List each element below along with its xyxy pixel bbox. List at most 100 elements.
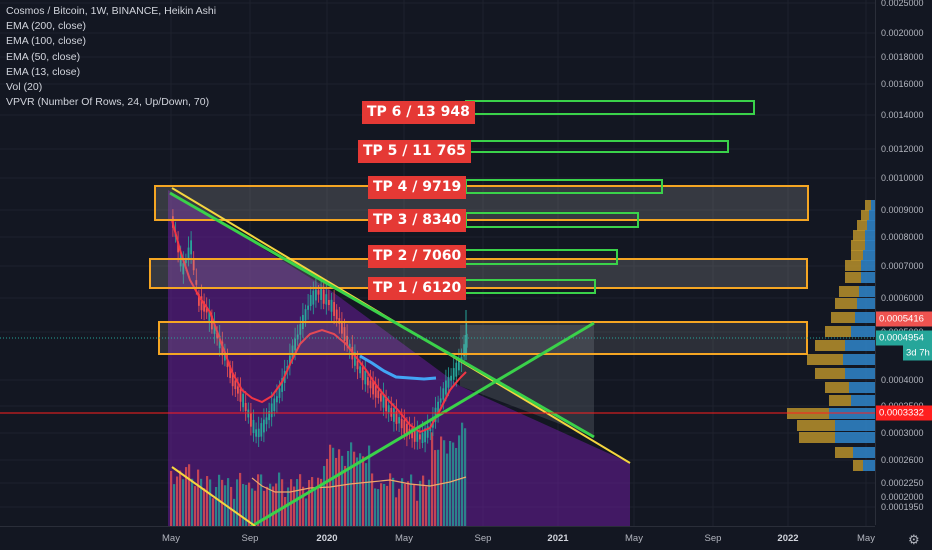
y-tick: 0.0012000 [881,144,924,154]
candle-body [289,355,291,366]
legend-ema50[interactable]: EMA (50, close) [6,50,81,63]
candle-body [242,393,244,408]
volume-bar [404,483,407,526]
volume-bar [374,488,377,526]
chart-legend: Cosmos / Bitcoin, 1W, BINANCE, Heikin As… [6,4,216,110]
candle-body [387,405,390,413]
volume-bar [452,442,455,526]
candle-body [250,413,252,427]
y-tick: 0.0006000 [881,293,924,303]
volume-bar [182,479,185,526]
y-tick: 0.0009000 [881,205,924,215]
candle-body [255,429,257,437]
legend-ema100[interactable]: EMA (100, close) [6,35,86,48]
tp5-label: TP 5 / 11 765 [358,140,471,163]
tp6-label: TP 6 / 13 948 [362,101,475,124]
volume-bar [344,465,347,526]
candle-body [315,289,317,301]
candle-body [226,360,229,368]
candle-body [364,370,367,385]
vpvr-row-down [825,326,851,337]
vpvr-row-down [825,382,849,393]
volume-bar [446,453,449,526]
volume-bar [338,449,341,526]
tp5-box [465,140,729,153]
legend-ema13[interactable]: EMA (13, close) [6,65,81,78]
zone-top [154,185,809,221]
vpvr-row-up [863,460,875,471]
candle-body [291,345,294,360]
gear-icon[interactable]: ⚙ [908,532,920,547]
volume-bar [197,469,200,526]
x-tick: May [625,533,643,544]
ema50-line [359,354,437,381]
vpvr-row-down [845,260,861,271]
candle-body [224,351,226,361]
volume-bar [428,479,431,526]
candle-body [325,294,328,305]
volume-bar [392,477,395,526]
tp3-label: TP 3 / 8340 [368,209,467,232]
vpvr-row-up [853,447,875,458]
candle-body [426,426,429,438]
volume-bar [206,476,209,526]
candle-body [458,360,460,371]
volume-bar [455,447,458,526]
candle-body [421,432,424,444]
candle-body [296,334,299,340]
candle-body [372,381,374,395]
volume-bar [440,436,443,526]
volume-bar [326,458,329,526]
time-axis[interactable]: May Sep 2020 May Sep 2021 May Sep 2022 M… [0,526,875,550]
candle-body [317,290,320,295]
vpvr-row-up [843,354,875,365]
price-axis[interactable]: 0.0025000 0.0020000 0.0018000 0.0016000 … [875,0,932,525]
volume-bar [416,500,419,526]
candle-body [299,324,302,335]
volume-bar [419,480,422,526]
volume-bar [395,497,398,526]
candle-body [177,241,179,253]
volume-bar [272,486,275,526]
volume-bar [314,489,317,526]
tp2-label: TP 2 / 7060 [368,245,467,268]
candle-body [273,398,276,412]
vpvr-row-up [861,260,875,271]
volume-bar [239,472,242,526]
candle-body [304,309,307,321]
vpvr-row-down [845,272,861,283]
tp4-label: TP 4 / 9719 [368,176,467,199]
volume-bar [191,478,194,526]
candle-body [330,299,333,312]
volume-bar [422,475,425,526]
legend-vol[interactable]: Vol (20) [6,81,43,94]
candle-body [231,372,234,387]
candle-body [320,288,322,300]
volume-bar [335,457,338,526]
x-tick: Sep [704,533,722,544]
volume-bar [254,490,257,526]
candle-body [445,380,447,395]
volume-bar [188,464,191,526]
candle-body [294,338,296,351]
candle-body [190,240,192,255]
candle-body [216,332,218,339]
y-tick: 0.0007000 [881,261,924,271]
support-trendline-green [249,321,595,526]
vpvr-row-down [835,298,857,309]
candle-body [260,423,263,437]
candle-body [413,427,416,442]
last-price-badge: 0.0005416 [876,311,932,327]
candle-body [374,384,377,398]
legend-vpvr[interactable]: VPVR (Number Of Rows, 24, Up/Down, 70) [6,96,210,109]
vpvr-row-up [857,298,875,309]
y-tick: 0.0025000 [881,0,924,8]
candle-body [322,289,325,304]
close-price-badge: 0.0004954 [876,330,932,346]
x-tick: May [857,533,875,544]
volume-bar [434,450,437,526]
legend-ema200[interactable]: EMA (200, close) [6,20,86,33]
volume-bar [305,498,308,526]
x-tick: 2022 [777,533,799,544]
